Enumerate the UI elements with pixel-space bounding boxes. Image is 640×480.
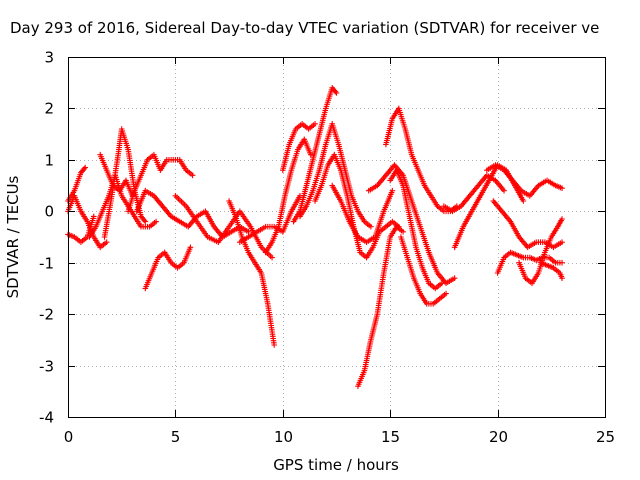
series-track-12 (237, 193, 303, 245)
x-axis-label: GPS time / hours (273, 456, 399, 474)
series-track-03 (65, 164, 88, 204)
series-track-13 (262, 136, 314, 256)
y-tick-label: 1 (44, 152, 54, 170)
data-point (559, 216, 565, 222)
series-track-16 (297, 121, 374, 230)
data-point (451, 275, 458, 281)
series-track-02 (65, 213, 97, 245)
data-point (141, 217, 148, 224)
data-point (312, 121, 318, 127)
series-track-08 (142, 244, 194, 292)
y-tick-label: -2 (39, 306, 54, 324)
x-tick-label: 5 (171, 428, 181, 446)
series-track-23 (387, 167, 445, 292)
series-track-18 (329, 182, 396, 245)
data-point (389, 187, 396, 194)
data-point (245, 229, 252, 235)
data-point (332, 88, 339, 95)
data-point (520, 198, 527, 204)
series-track-21 (383, 105, 460, 215)
grid (68, 57, 605, 417)
data-point (443, 290, 449, 297)
data-point (307, 151, 314, 158)
y-tick-label: -3 (39, 358, 54, 376)
data-point (81, 166, 87, 172)
x-tick-label: 0 (64, 428, 74, 446)
x-tick-label: 25 (596, 428, 615, 446)
x-tick-label: 20 (489, 428, 508, 446)
series-track-25 (451, 162, 527, 251)
y-tick-label: 2 (44, 100, 54, 118)
series-track-19 (355, 223, 406, 389)
data-point (153, 218, 159, 225)
series-track-26 (484, 162, 565, 199)
data-point (142, 218, 149, 225)
data-point (438, 280, 445, 287)
y-tick-label: 3 (44, 49, 54, 67)
series-track-14 (280, 121, 318, 173)
series-track-20 (365, 162, 458, 287)
data-point (368, 223, 374, 230)
data-point (82, 164, 88, 171)
x-tick-label: 10 (274, 428, 293, 446)
data-point (269, 254, 275, 261)
ticks: 0 5 10 15 20 25 -4 -3 -2 -1 0 1 2 3 (39, 49, 615, 447)
y-axis-label: SDTVAR / TECUs (4, 175, 22, 298)
x-tick-label: 15 (381, 428, 400, 446)
chart-title: Day 293 of 2016, Sidereal Day-to-day VTE… (10, 19, 599, 37)
data-point (271, 342, 278, 348)
data-point (187, 244, 194, 251)
series-track-06 (97, 151, 136, 199)
series-track-11 (226, 198, 278, 348)
series-track-09 (133, 187, 252, 240)
series-track-30 (537, 259, 565, 281)
series-track-01 (65, 193, 110, 251)
series-track-29 (516, 216, 565, 287)
y-tick-label: 0 (44, 203, 54, 221)
series-track-27 (494, 249, 565, 276)
data-point (559, 259, 565, 266)
data-point (559, 275, 565, 281)
data-point (103, 239, 110, 245)
data-point (559, 239, 565, 245)
series-track-24 (441, 172, 507, 215)
plot-frame (68, 57, 606, 418)
data-point (189, 172, 196, 179)
data-point (400, 229, 406, 235)
series-track-28 (490, 198, 565, 251)
series-track-22 (398, 234, 449, 307)
data-point (90, 213, 97, 220)
series-track-10 (172, 193, 275, 261)
data-point (559, 185, 565, 191)
data-point (501, 187, 507, 194)
data-points (65, 85, 565, 389)
y-tick-label: -4 (39, 409, 54, 427)
data-point (333, 90, 340, 96)
series-track-07 (125, 151, 196, 215)
y-tick-label: -1 (39, 255, 54, 273)
